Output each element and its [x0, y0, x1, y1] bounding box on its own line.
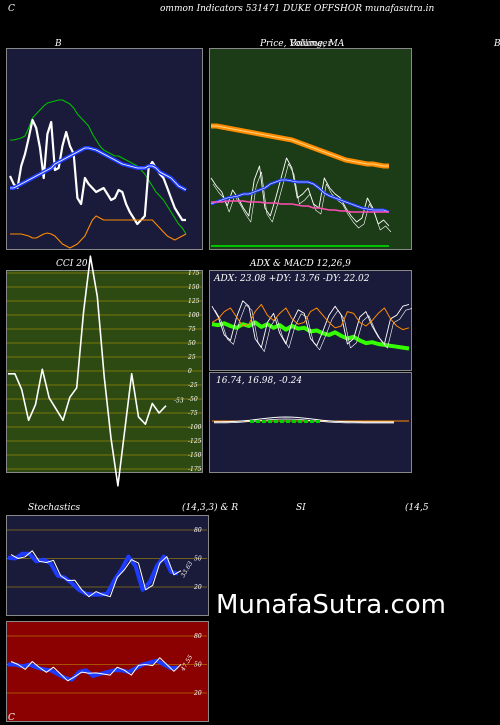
cci-tick-label: -175: [188, 466, 202, 473]
price-close-line: [210, 157, 390, 227]
macd-histogram-bar: [304, 420, 308, 423]
stochastics-label: Stochastics: [28, 503, 81, 513]
stochastics-chart: 80 50 20 33.63: [7, 527, 207, 598]
stochastics-signal-line: [10, 550, 182, 598]
rsi-tick-label: 50: [194, 662, 202, 669]
cci-tick-label: -125: [188, 438, 202, 445]
rsi-chart: 80 50 20 47.55: [7, 633, 207, 697]
macd-histogram-bar: [292, 420, 296, 423]
price-ma-blue-core: [210, 179, 390, 213]
signal-line: [214, 418, 394, 424]
rsi-main-line: [8, 658, 179, 682]
cci-tick-label: 25: [187, 354, 196, 361]
cci-tick-label: -25: [188, 382, 198, 389]
price-ma-long: [211, 123, 389, 169]
bollinger-panel: [6, 48, 203, 250]
stochastics-tick-label: 20: [193, 584, 202, 591]
bb-label: B: [55, 39, 62, 49]
price-close-line-2: [212, 163, 392, 233]
stochastics-panel: [6, 515, 209, 616]
price-label: Price, Volume, MA: [260, 39, 345, 49]
footer-char: C: [8, 713, 15, 723]
page-title: ommon Indicators 531471 DUKE OFFSHOR mun…: [160, 4, 435, 14]
macd-histogram-bar: [298, 420, 302, 423]
cci-tick-label: 150: [188, 284, 200, 291]
bb-series-0: [10, 99, 187, 235]
adx-values: ADX: 23.08 +DY: 13.76 -DY: 22.02: [214, 274, 370, 284]
macd-values: 16.74, 16.98, -0.24: [216, 376, 303, 386]
minus-di-line: [211, 303, 410, 331]
cci-tick-label: 125: [188, 298, 200, 305]
price-label-overlap: Bollinger: [290, 39, 332, 49]
plus-di-line-2: [214, 304, 413, 352]
macd-histogram-bar: [316, 420, 320, 423]
rsi-tick-label: 20: [193, 690, 202, 697]
rsi-label: SI: [296, 503, 306, 513]
stochastics-params: (14,3,3) & R: [182, 503, 239, 513]
cci-chart: 175 150 125 100 75 50 25 0 -25 -50 -75 -100 -125 -150…: [7, 255, 202, 487]
macd-histogram-bar: [310, 420, 314, 423]
rsi-signal-line: [10, 657, 182, 682]
rsi-params: (14,5: [405, 503, 429, 513]
macd-chart: [212, 416, 409, 424]
cci-tick-label: -100: [188, 424, 202, 431]
cci-tick-label: -50: [188, 396, 198, 403]
macd-line: [213, 416, 394, 423]
rsi-tick-label: 80: [194, 633, 202, 640]
cci-tick-label: 50: [188, 340, 196, 347]
cci-label: CCI 20: [56, 259, 88, 269]
cci-tick-label: 75: [188, 326, 196, 333]
plus-di-line: [211, 300, 410, 349]
macd-histogram-bar: [280, 420, 284, 423]
macd-histogram-bar: [262, 420, 266, 423]
macd-histogram-bar: [250, 420, 254, 423]
cci-last-value: -53: [174, 398, 184, 405]
cci-tick-label: 100: [188, 312, 200, 319]
cci-tick-label: 175: [188, 270, 200, 277]
stochastics-main-line: [7, 551, 179, 597]
rsi-last-value: 47.55: [179, 654, 194, 673]
cci-tick-label: -75: [188, 410, 198, 417]
stochastics-tick-label: 50: [194, 556, 202, 563]
macd-histogram-bar: [256, 420, 260, 423]
watermark: MunafaSutra.com: [216, 590, 447, 620]
cci-line: [8, 255, 167, 487]
macd-histogram-bar: [268, 420, 272, 423]
bb-series-3: [10, 215, 187, 249]
left-edge-char: C: [8, 4, 15, 14]
price-ma-pink: [211, 200, 389, 213]
macd-histogram-bar: [274, 420, 278, 423]
adx-panel: [209, 270, 412, 371]
stochastics-tick-label: 80: [194, 527, 202, 534]
adx-chart: [211, 300, 413, 352]
stochastics-last-value: 33.63: [180, 560, 195, 579]
price-chart: [210, 123, 392, 247]
price-ma-long-core: [211, 125, 389, 167]
adx-line: [211, 320, 410, 351]
bollinger-chart: [9, 99, 187, 249]
right-edge-label: B: [494, 39, 500, 49]
bb-band-blue-core: [10, 147, 187, 191]
adx-macd-label: ADX & MACD 12,26,9: [250, 259, 351, 269]
bb-band-blue-line: [10, 146, 187, 192]
cci-tick-label: 0: [188, 368, 192, 375]
cci-tick-label: -150: [188, 452, 202, 459]
macd-histogram-bar: [286, 420, 290, 423]
